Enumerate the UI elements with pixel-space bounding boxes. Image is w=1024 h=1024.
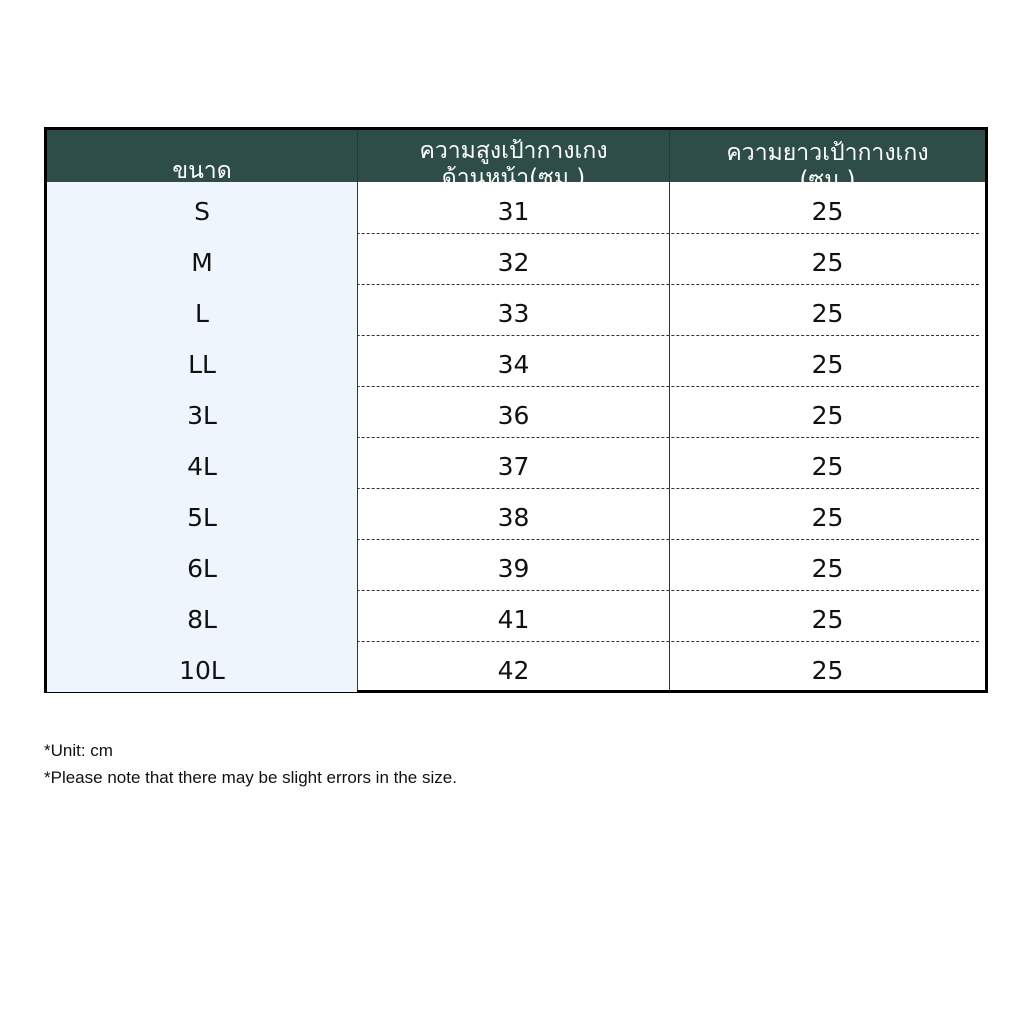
rise-length-cell: 25 (811, 554, 844, 583)
size-cell: 10L (47, 641, 357, 692)
table-row: LL 34 25 (47, 335, 985, 386)
header-front-rise-line1: ความสูงเป้ากางเกง (419, 138, 608, 164)
front-rise-cell: 36 (497, 401, 530, 430)
front-rise-cell: 34 (497, 350, 530, 379)
rise-length-cell: 25 (811, 350, 844, 379)
row-divider (47, 539, 979, 540)
rise-length-cell: 25 (811, 299, 844, 328)
row-divider (47, 335, 979, 336)
table-row: L 33 25 (47, 284, 985, 335)
front-rise-cell: 42 (497, 656, 530, 685)
size-cell: LL (47, 335, 357, 386)
header-rise-length: ความยาวเป้ากางเกง (ซม.) (670, 130, 985, 182)
rise-length-cell: 25 (811, 248, 844, 277)
header-front-rise: ความสูงเป้ากางเกง ด้านหน้า(ซม.) (358, 130, 669, 182)
table-row: 10L 42 25 (47, 641, 985, 692)
row-divider (47, 590, 979, 591)
front-rise-cell: 31 (497, 197, 530, 226)
rise-length-cell: 25 (811, 605, 844, 634)
front-rise-cell: 41 (497, 605, 530, 634)
size-cell: L (47, 284, 357, 335)
rise-length-cell: 25 (811, 452, 844, 481)
row-divider (47, 437, 979, 438)
header-front-rise-line2: ด้านหน้า(ซม.) (441, 165, 586, 182)
rise-length-cell: 25 (811, 503, 844, 532)
size-cell: 4L (47, 437, 357, 488)
size-cell: 5L (47, 488, 357, 539)
table-row: 8L 41 25 (47, 590, 985, 641)
front-rise-cell: 33 (497, 299, 530, 328)
table-row: 6L 39 25 (47, 539, 985, 590)
table-row: M 32 25 (47, 233, 985, 284)
size-cell: M (47, 233, 357, 284)
header-size: ขนาด (47, 130, 357, 182)
row-divider (47, 488, 979, 489)
column-divider (669, 130, 670, 690)
table-row: S 31 25 (47, 182, 985, 233)
table-row: 5L 38 25 (47, 488, 985, 539)
size-cell: S (47, 182, 357, 233)
header-size-label: ขนาด (172, 158, 232, 182)
rise-length-cell: 25 (811, 656, 844, 685)
front-rise-cell: 39 (497, 554, 530, 583)
header-rise-length-line2: (ซม.) (799, 167, 856, 182)
header-rise-length-line1: ความยาวเป้ากางเกง (726, 140, 929, 166)
row-divider (47, 641, 979, 642)
table-row: 3L 36 25 (47, 386, 985, 437)
notes: *Unit: cm *Please note that there may be… (44, 737, 457, 791)
size-cell: 6L (47, 539, 357, 590)
size-cell: 3L (47, 386, 357, 437)
rise-length-cell: 25 (811, 401, 844, 430)
front-rise-cell: 32 (497, 248, 530, 277)
row-divider (47, 284, 979, 285)
note-unit: *Unit: cm (44, 741, 113, 760)
front-rise-cell: 38 (497, 503, 530, 532)
row-divider (47, 386, 979, 387)
row-divider (47, 233, 979, 234)
table-header: ขนาด ความสูงเป้ากางเกง ด้านหน้า(ซม.) ควา… (47, 130, 985, 182)
rise-length-cell: 25 (811, 197, 844, 226)
size-table: ขนาด ความสูงเป้ากางเกง ด้านหน้า(ซม.) ควา… (44, 127, 988, 693)
column-divider (357, 130, 358, 690)
note-disclaimer: *Please note that there may be slight er… (44, 768, 457, 787)
size-cell: 8L (47, 590, 357, 641)
front-rise-cell: 37 (497, 452, 530, 481)
table-row: 4L 37 25 (47, 437, 985, 488)
